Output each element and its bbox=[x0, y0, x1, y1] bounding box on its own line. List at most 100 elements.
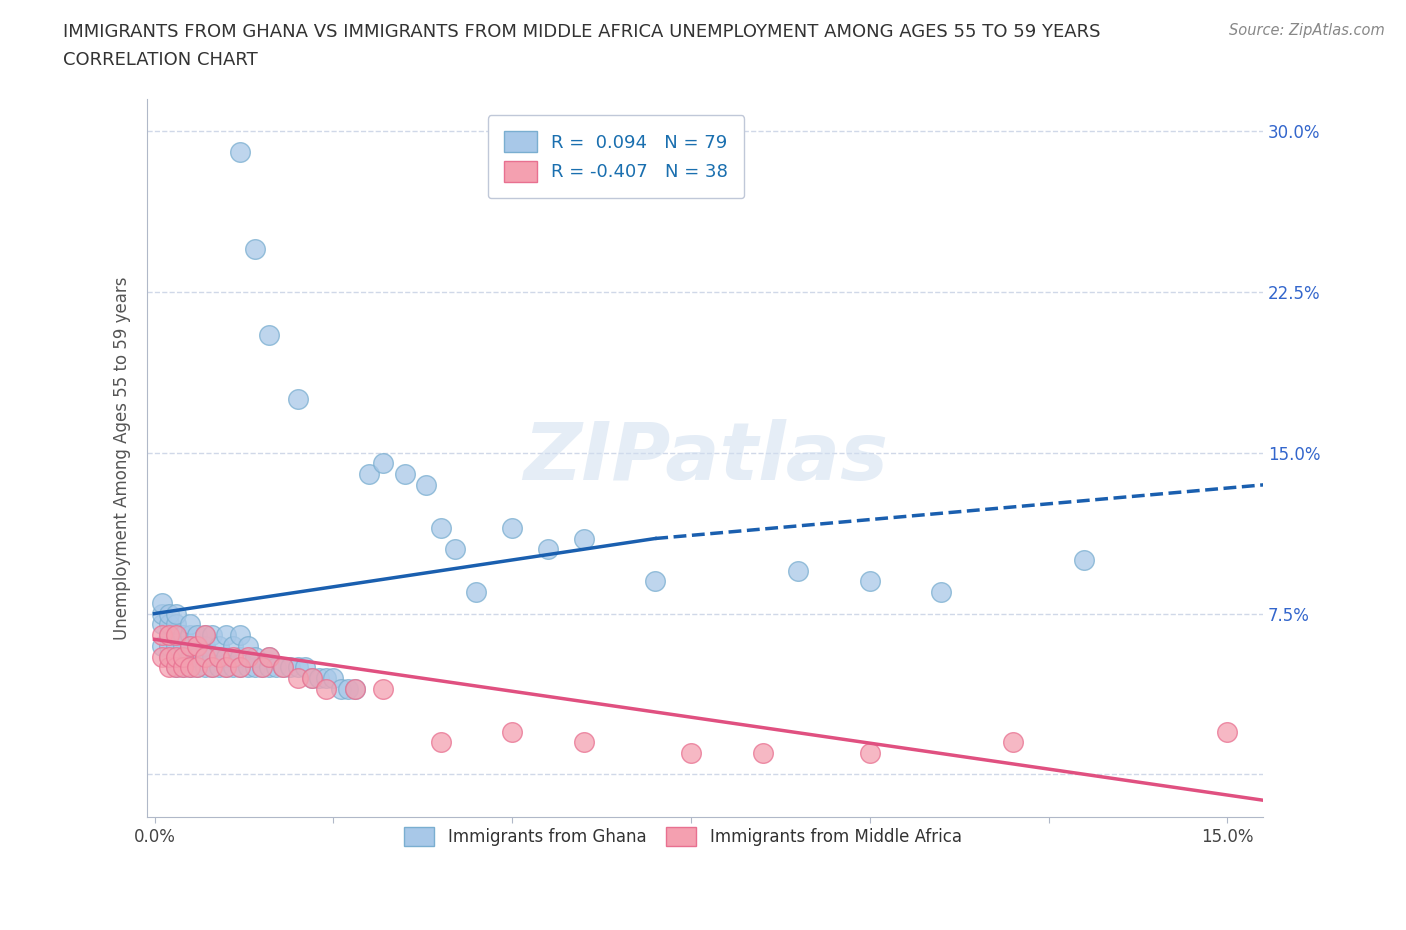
Point bbox=[229, 628, 252, 643]
Point bbox=[257, 649, 280, 664]
Point bbox=[415, 477, 437, 492]
Point bbox=[172, 659, 194, 674]
Point bbox=[229, 649, 252, 664]
Point bbox=[215, 659, 238, 674]
Point bbox=[257, 327, 280, 342]
Point bbox=[194, 638, 217, 653]
Point bbox=[179, 638, 201, 653]
Point bbox=[165, 617, 187, 631]
Point bbox=[186, 659, 208, 674]
Point bbox=[287, 392, 309, 406]
Point bbox=[165, 649, 187, 664]
Point bbox=[194, 649, 217, 664]
Point bbox=[179, 638, 201, 653]
Point bbox=[179, 628, 201, 643]
Point bbox=[201, 659, 224, 674]
Point bbox=[336, 682, 359, 697]
Point bbox=[165, 649, 187, 664]
Point bbox=[501, 724, 523, 739]
Point bbox=[150, 606, 173, 621]
Point bbox=[150, 649, 173, 664]
Point bbox=[429, 521, 451, 536]
Point bbox=[343, 682, 366, 697]
Point bbox=[186, 638, 208, 653]
Point bbox=[186, 649, 208, 664]
Point bbox=[1073, 552, 1095, 567]
Point bbox=[751, 746, 773, 761]
Point bbox=[931, 585, 953, 600]
Point bbox=[287, 671, 309, 685]
Point bbox=[373, 456, 395, 471]
Point bbox=[243, 242, 266, 257]
Point bbox=[444, 542, 467, 557]
Point bbox=[194, 649, 217, 664]
Point bbox=[208, 649, 231, 664]
Point bbox=[157, 617, 180, 631]
Point bbox=[165, 628, 187, 643]
Point bbox=[222, 638, 245, 653]
Point bbox=[322, 671, 344, 685]
Point bbox=[859, 574, 882, 589]
Point bbox=[172, 628, 194, 643]
Point bbox=[280, 659, 302, 674]
Text: Source: ZipAtlas.com: Source: ZipAtlas.com bbox=[1229, 23, 1385, 38]
Y-axis label: Unemployment Among Ages 55 to 59 years: Unemployment Among Ages 55 to 59 years bbox=[114, 276, 131, 640]
Point bbox=[287, 659, 309, 674]
Point bbox=[150, 638, 173, 653]
Point bbox=[308, 671, 330, 685]
Point bbox=[243, 649, 266, 664]
Point bbox=[1001, 735, 1024, 750]
Point bbox=[644, 574, 666, 589]
Point bbox=[373, 682, 395, 697]
Point bbox=[179, 649, 201, 664]
Point bbox=[787, 564, 810, 578]
Point bbox=[208, 649, 231, 664]
Point bbox=[264, 659, 287, 674]
Text: IMMIGRANTS FROM GHANA VS IMMIGRANTS FROM MIDDLE AFRICA UNEMPLOYMENT AMONG AGES 5: IMMIGRANTS FROM GHANA VS IMMIGRANTS FROM… bbox=[63, 23, 1101, 41]
Text: CORRELATION CHART: CORRELATION CHART bbox=[63, 51, 259, 69]
Point bbox=[343, 682, 366, 697]
Point bbox=[172, 638, 194, 653]
Point bbox=[201, 628, 224, 643]
Point bbox=[179, 659, 201, 674]
Point bbox=[165, 638, 187, 653]
Point bbox=[150, 595, 173, 610]
Point bbox=[157, 606, 180, 621]
Point bbox=[165, 606, 187, 621]
Point bbox=[215, 628, 238, 643]
Point bbox=[157, 649, 180, 664]
Point bbox=[157, 628, 180, 643]
Point bbox=[315, 682, 337, 697]
Point bbox=[1216, 724, 1239, 739]
Point bbox=[165, 659, 187, 674]
Point bbox=[250, 659, 273, 674]
Point bbox=[172, 649, 194, 664]
Point bbox=[172, 659, 194, 674]
Point bbox=[165, 628, 187, 643]
Point bbox=[229, 659, 252, 674]
Point bbox=[229, 659, 252, 674]
Point bbox=[465, 585, 488, 600]
Point bbox=[201, 659, 224, 674]
Point bbox=[236, 649, 259, 664]
Point bbox=[208, 638, 231, 653]
Point bbox=[222, 649, 245, 664]
Point bbox=[329, 682, 352, 697]
Point bbox=[194, 628, 217, 643]
Point bbox=[229, 145, 252, 160]
Point bbox=[236, 659, 259, 674]
Point bbox=[150, 628, 173, 643]
Legend: Immigrants from Ghana, Immigrants from Middle Africa: Immigrants from Ghana, Immigrants from M… bbox=[391, 814, 974, 859]
Point bbox=[271, 659, 294, 674]
Point bbox=[501, 521, 523, 536]
Point bbox=[250, 659, 273, 674]
Point bbox=[150, 617, 173, 631]
Point bbox=[271, 659, 294, 674]
Point bbox=[243, 659, 266, 674]
Point bbox=[572, 531, 595, 546]
Point bbox=[157, 649, 180, 664]
Point bbox=[157, 628, 180, 643]
Point bbox=[537, 542, 560, 557]
Point bbox=[157, 659, 180, 674]
Point bbox=[679, 746, 702, 761]
